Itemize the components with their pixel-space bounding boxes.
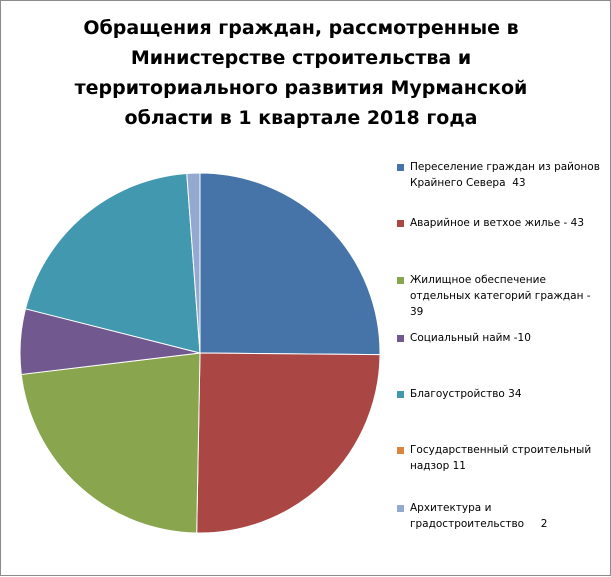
legend-swatch <box>397 505 404 512</box>
legend-item-landscaping: Благоустройство 34 <box>397 386 602 402</box>
legend-label: Благоустройство 34 <box>410 388 522 400</box>
legend-swatch <box>397 391 404 398</box>
chart-title-line: области в 1 квартале 2018 года <box>124 107 478 129</box>
chart-title-line: Обращения граждан, рассмотренные в <box>83 17 519 39</box>
pie-slice <box>186 172 201 354</box>
legend-swatch <box>397 164 404 171</box>
legend-label: Жилищное обеспечение отдельных категорий… <box>410 274 594 318</box>
legend-item-housing-provision: Жилищное обеспечение отдельных категорий… <box>397 272 602 320</box>
legend-item-architecture: Архитектура и градостроительство 2 <box>397 500 602 532</box>
legend-item-emergency-housing: Аварийное и ветхое жилье - 43 <box>397 215 602 231</box>
pie-slice <box>196 352 381 534</box>
legend-label: Архитектура и градостроительство 2 <box>410 502 548 530</box>
legend-swatch <box>397 277 404 284</box>
legend-label: Аварийное и ветхое жилье - 43 <box>410 217 585 229</box>
legend-item-construction-supervision: Государственный строительный надзор 11 <box>397 442 602 474</box>
chart-title-line: Министерстве строительства и <box>130 47 472 69</box>
legend-swatch <box>397 220 404 227</box>
chart-title-line: территориального развития Мурманской <box>74 77 528 99</box>
pie-slice <box>199 172 381 356</box>
legend-label: Переселение граждан из районов Крайнего … <box>410 161 604 189</box>
legend-label: Государственный строительный надзор 11 <box>410 444 595 472</box>
legend-swatch <box>397 447 404 454</box>
legend-item-social-rent: Социальный найм -10 <box>397 330 602 346</box>
chart-title: Обращения граждан, рассмотренные в Минис… <box>41 13 561 133</box>
pie-slice <box>20 352 201 534</box>
legend-label: Социальный найм -10 <box>410 332 531 344</box>
pie-slice <box>24 172 201 354</box>
legend-item-resettlement: Переселение граждан из районов Крайнего … <box>397 159 602 191</box>
legend-swatch <box>397 335 404 342</box>
